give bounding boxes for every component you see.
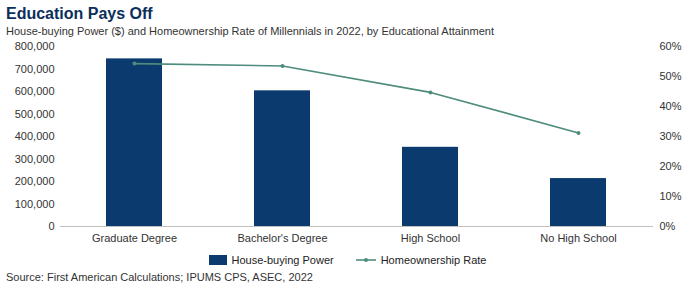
svg-text:No High School: No High School	[540, 232, 616, 244]
svg-text:800,000: 800,000	[15, 40, 55, 52]
html-text:House-buying Power: House-buying Power	[231, 254, 334, 266]
html-text:Education Pays Off: Education Pays Off	[6, 5, 153, 22]
svg-text:0%: 0%	[660, 220, 676, 232]
svg-text:700,000: 700,000	[15, 63, 55, 75]
html-text:Source: First American Calcula: Source: First American Calculations; IPU…	[6, 271, 313, 283]
svg-text:30%: 30%	[660, 130, 682, 142]
svg-text:High School: High School	[401, 232, 460, 244]
svg-text:20%: 20%	[660, 160, 682, 172]
svg-text:10%: 10%	[660, 190, 682, 202]
svg-text:600,000: 600,000	[15, 85, 55, 97]
svg-text:400,000: 400,000	[15, 130, 55, 142]
svg-text:300,000: 300,000	[15, 153, 55, 165]
html-text:Homeownership Rate: Homeownership Rate	[380, 254, 487, 266]
svg-text:500,000: 500,000	[15, 108, 55, 120]
svg-text:0: 0	[48, 220, 54, 232]
svg-text:Graduate Degree: Graduate Degree	[92, 232, 177, 244]
svg-text:200,000: 200,000	[15, 175, 55, 187]
svg-text:Bachelor's Degree: Bachelor's Degree	[237, 232, 327, 244]
html-text:House-buying Power ($) and Hom: House-buying Power ($) and Homeownership…	[6, 25, 494, 37]
svg-text:50%: 50%	[660, 70, 682, 82]
svg-text:100,000: 100,000	[15, 198, 55, 210]
svg-text:40%: 40%	[660, 100, 682, 112]
svg-text:60%: 60%	[660, 40, 682, 52]
